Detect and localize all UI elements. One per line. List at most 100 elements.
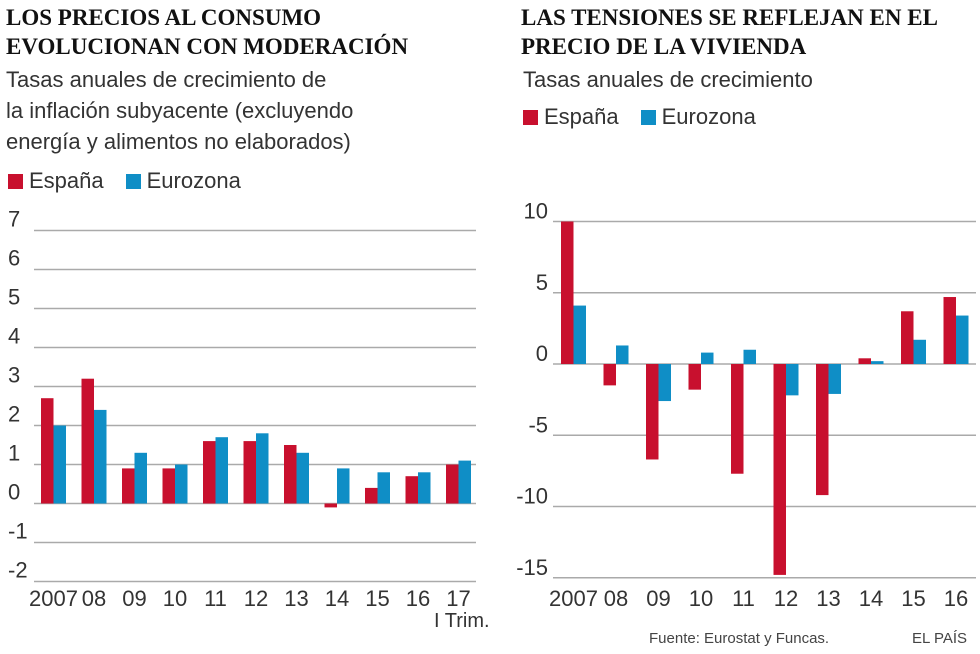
left-legend-spain: España (8, 168, 104, 194)
right-legend: España Eurozona (523, 104, 778, 130)
right-bar-spain-12 (773, 364, 786, 575)
left-bar-eurozone-11 (215, 437, 228, 504)
left-bar-spain-12 (243, 441, 256, 504)
right-y-tick-label: -5 (528, 412, 548, 437)
right-x-tick-label: 10 (689, 586, 713, 611)
right-bar-eurozone-11 (743, 349, 756, 364)
left-subtitle-line3: energía y alimentos no elaborados) (6, 129, 351, 154)
right-x-tick-label: 15 (901, 586, 925, 611)
left-x-tick-label: 08 (82, 586, 106, 611)
right-title-line1: LAS TENSIONES SE REFLEJAN EN EL (521, 5, 938, 30)
right-bar-eurozone-08 (616, 345, 629, 364)
left-legend: España Eurozona (8, 168, 263, 194)
left-x-tick-label: 16 (406, 586, 430, 611)
eurozone-swatch (125, 173, 141, 189)
right-title-line2: PRECIO DE LA VIVIENDA (521, 34, 807, 59)
right-bar-spain-13 (816, 364, 829, 496)
spain-swatch (8, 173, 23, 189)
left-bar-eurozone-17 (458, 460, 471, 504)
left-x-tick-label: 17 (446, 586, 470, 611)
right-bar-eurozone-2007 (573, 305, 586, 364)
right-bar-spain-2007 (561, 221, 574, 364)
left-subtitle-line2: la inflación subyacente (excluyendo (6, 98, 354, 123)
left-y-tick-label: 4 (8, 324, 20, 349)
left-title-line1: LOS PRECIOS AL CONSUMO (6, 5, 322, 30)
right-x-tick-label: 14 (859, 586, 883, 611)
right-x-tick-label: 12 (774, 586, 798, 611)
right-x-tick-label: 2007 (549, 586, 598, 611)
left-y-tick-label: 6 (8, 246, 20, 271)
right-x-tick-label: 16 (944, 586, 968, 611)
left-note-label: I Trim. (434, 610, 490, 632)
right-bar-spain-16 (943, 297, 956, 364)
right-bar-spain-08 (603, 364, 616, 386)
left-legend-eurozone-label: Eurozona (146, 168, 241, 193)
left-bar-eurozone-13 (296, 452, 309, 504)
right-y-tick-label: 10 (524, 199, 548, 224)
right-bar-spain-09 (646, 364, 659, 460)
right-x-tick-label: 08 (604, 586, 628, 611)
left-x-tick-label: 13 (284, 586, 308, 611)
left-x-tick-label: 15 (365, 586, 389, 611)
right-bar-eurozone-13 (828, 364, 841, 394)
left-subtitle-line1: Tasas anuales de crecimiento de (6, 67, 327, 92)
left-chart-subtitle: Tasas anuales de crecimiento de la infla… (6, 64, 353, 157)
right-legend-spain-label: España (544, 104, 619, 129)
left-legend-eurozone: Eurozona (125, 168, 241, 194)
left-bar-eurozone-15 (377, 472, 390, 504)
left-chart-title: LOS PRECIOS AL CONSUMO EVOLUCIONAN CON M… (6, 3, 408, 61)
right-y-tick-label: -10 (516, 484, 548, 509)
right-bar-eurozone-15 (913, 339, 926, 364)
left-title-line2: EVOLUCIONAN CON MODERACIÓN (6, 34, 409, 59)
left-x-tick-label: 14 (325, 586, 349, 611)
left-bar-spain-15 (365, 487, 378, 504)
right-bar-spain-14 (858, 358, 871, 364)
brand-label: EL PAÍS (912, 630, 968, 647)
right-x-tick-label: 13 (816, 586, 840, 611)
left-bar-spain-09 (122, 468, 135, 504)
left-bar-spain-10 (162, 468, 175, 504)
left-bar-spain-14 (324, 503, 337, 508)
right-bar-eurozone-14 (871, 361, 884, 364)
left-x-tick-label: 12 (244, 586, 268, 611)
left-y-tick-label: 1 (8, 441, 20, 466)
right-y-tick-label: -15 (516, 555, 548, 580)
right-bar-spain-10 (688, 364, 701, 390)
left-y-tick-label: 3 (8, 363, 20, 388)
left-bar-spain-2007 (41, 398, 54, 504)
right-bar-eurozone-16 (956, 315, 969, 364)
left-y-tick-label: 7 (8, 207, 20, 232)
left-bar-spain-16 (405, 476, 418, 504)
right-bar-eurozone-12 (786, 364, 799, 396)
right-legend-eurozone-label: Eurozona (661, 104, 756, 129)
left-y-tick-label: -2 (8, 558, 28, 583)
right-bar-eurozone-10 (701, 352, 714, 364)
right-chart-subtitle: Tasas anuales de crecimiento (523, 67, 813, 92)
left-bar-spain-11 (203, 441, 216, 504)
left-x-tick-label: 11 (204, 586, 227, 611)
right-y-tick-label: 0 (536, 341, 548, 366)
left-bar-eurozone-2007 (53, 425, 66, 504)
left-bar-spain-17 (446, 464, 459, 504)
source-note: Fuente: Eurostat y Funcas. (649, 630, 830, 647)
right-y-tick-label: 5 (536, 270, 548, 295)
eurozone-swatch (640, 109, 656, 125)
right-chart-title: LAS TENSIONES SE REFLEJAN EN EL PRECIO D… (521, 3, 938, 61)
left-bar-eurozone-16 (418, 472, 431, 504)
left-bar-eurozone-09 (134, 452, 147, 504)
left-y-tick-label: 0 (8, 480, 20, 505)
left-x-tick-label: 09 (122, 586, 146, 611)
left-bar-spain-13 (284, 445, 297, 504)
right-bar-spain-11 (731, 364, 744, 474)
left-y-tick-label: -1 (8, 519, 28, 544)
left-x-tick-label: 10 (163, 586, 187, 611)
left-bar-spain-08 (81, 378, 94, 504)
left-bar-eurozone-08 (94, 409, 107, 504)
right-bar-eurozone-09 (658, 364, 671, 402)
right-x-tick-label: 11 (732, 586, 755, 611)
left-y-tick-label: 2 (8, 402, 20, 427)
left-bar-eurozone-10 (175, 464, 188, 504)
